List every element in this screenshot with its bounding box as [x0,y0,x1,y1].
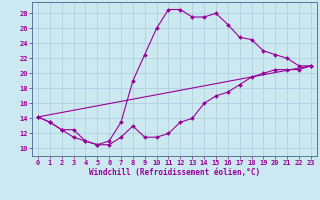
X-axis label: Windchill (Refroidissement éolien,°C): Windchill (Refroidissement éolien,°C) [89,168,260,177]
